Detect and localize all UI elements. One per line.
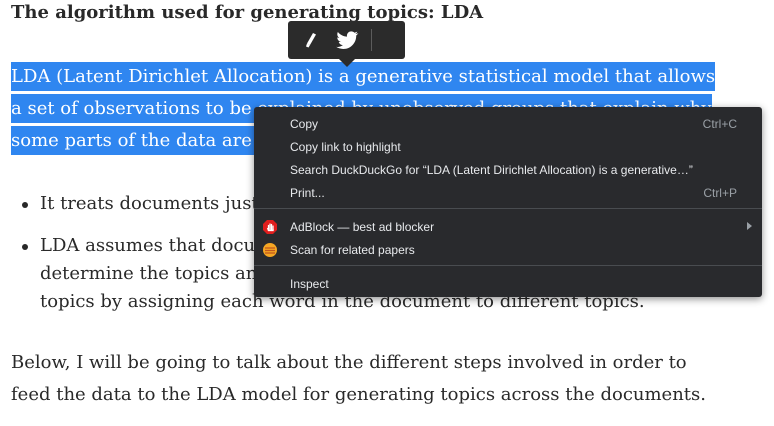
highlighted-line-3[interactable]: some parts of the data are s (11, 125, 267, 157)
submenu-arrow-icon (747, 222, 752, 230)
print-shortcut: Ctrl+P (703, 186, 737, 200)
adblock-hand-icon (262, 219, 278, 235)
twitter-icon[interactable] (334, 27, 360, 53)
scan-papers-icon (262, 242, 278, 258)
toolbar-divider (371, 29, 372, 51)
list-item: LDA assumes that docun (20, 232, 645, 260)
article-heading: The algorithm used for generating topics… (11, 2, 484, 23)
highlight-text[interactable]: LDA (Latent Dirichlet Allocation) is a g… (11, 62, 716, 91)
highlighter-icon[interactable] (298, 27, 324, 53)
context-menu: Copy Ctrl+C Copy link to highlight Searc… (254, 107, 762, 297)
adblock-menu-item[interactable]: AdBlock — best ad blocker (254, 216, 762, 238)
menu-separator (254, 208, 762, 209)
search-duckduckgo-menu-item[interactable]: Search DuckDuckGo for “LDA (Latent Diric… (290, 163, 693, 177)
highlighted-line-1[interactable]: LDA (Latent Dirichlet Allocation) is a g… (11, 61, 716, 93)
copy-menu-item[interactable]: Copy Ctrl+C (290, 117, 737, 131)
scan-related-papers-menu-item[interactable]: Scan for related papers (254, 239, 762, 261)
closing-line-1: Below, I will be going to talk about the… (11, 352, 687, 373)
highlight-toolbar (288, 21, 405, 67)
menu-separator (254, 265, 762, 266)
inspect-menu-item[interactable]: Inspect (290, 277, 329, 291)
print-menu-item[interactable]: Print... Ctrl+P (290, 186, 737, 200)
copy-shortcut: Ctrl+C (702, 117, 737, 131)
list-item-continuation: determine the topics and (40, 263, 269, 284)
highlight-text[interactable]: some parts of the data are s (11, 126, 267, 155)
closing-line-2: feed the data to the LDA model for gener… (11, 384, 706, 405)
list-item: It treats documents just (20, 190, 645, 218)
copy-link-to-highlight-menu-item[interactable]: Copy link to highlight (290, 140, 401, 154)
